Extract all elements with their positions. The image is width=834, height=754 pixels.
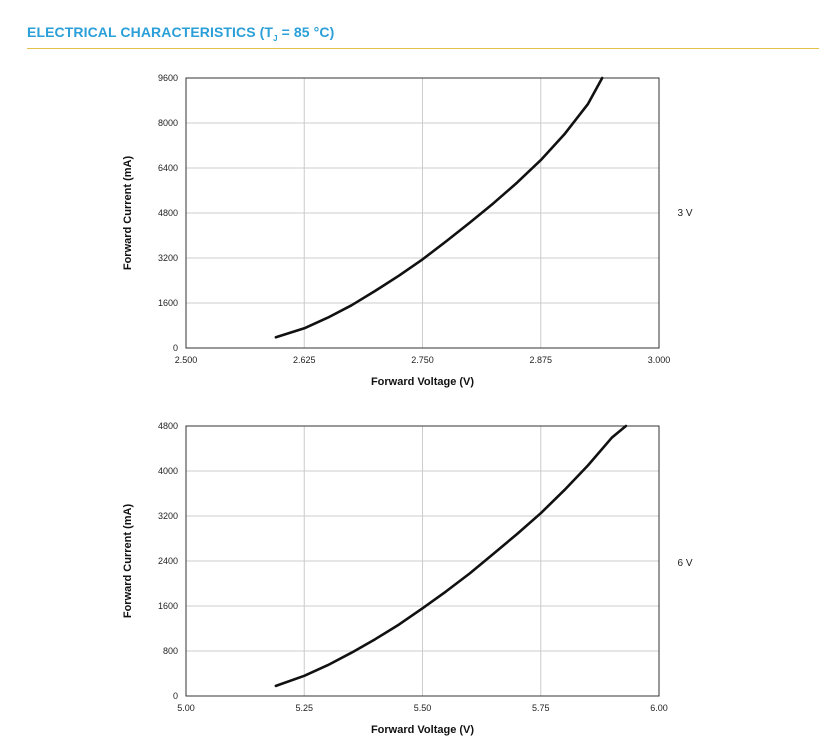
y-tick-label: 9600 — [158, 73, 178, 83]
y-axis-label: Forward Current (mA) — [122, 156, 134, 271]
y-tick-label: 3200 — [158, 253, 178, 263]
header-rule — [27, 48, 819, 49]
plot-frame — [185, 77, 660, 349]
plot-frame — [185, 425, 660, 697]
side-label: 3 V — [677, 208, 692, 219]
series-line — [274, 76, 604, 339]
x-tick-label: 2.500 — [175, 355, 198, 365]
section-title-suffix: = 85 °C) — [277, 24, 335, 40]
series-line — [274, 424, 628, 688]
y-tick-label: 4000 — [158, 466, 178, 476]
y-tick-label: 4800 — [158, 208, 178, 218]
y-tick-label: 0 — [173, 343, 178, 353]
y-tick-label: 800 — [163, 646, 178, 656]
y-tick-label: 2400 — [158, 556, 178, 566]
x-tick-label: 5.00 — [177, 703, 195, 713]
y-tick-label: 0 — [173, 691, 178, 701]
chart-3v: 2.500 2.625 2.750 2.875 3.000 0 1600 3200 4800 64… — [0, 62, 834, 402]
section-title-prefix: ELECTRICAL CHARACTERISTICS (T — [27, 24, 274, 40]
x-tick-label: 2.750 — [411, 355, 434, 365]
x-axis-label: Forward Voltage (V) — [371, 376, 474, 388]
side-label: 6 V — [677, 558, 692, 569]
chart-6v: 5.00 5.25 5.50 5.75 6.00 0 800 1600 2400 3200 4000… — [0, 410, 834, 750]
y-tick-label: 1600 — [158, 298, 178, 308]
y-tick-label: 1600 — [158, 601, 178, 611]
x-tick-label: 2.625 — [293, 355, 316, 365]
chart-3v-svg: 2.500 2.625 2.750 2.875 3.000 0 1600 3200 4800 64… — [122, 73, 693, 388]
x-axis-label: Forward Voltage (V) — [371, 724, 474, 736]
x-tick-label: 5.50 — [414, 703, 432, 713]
x-tick-label: 5.75 — [532, 703, 550, 713]
y-tick-label: 4800 — [158, 421, 178, 431]
chart-6v-svg: 5.00 5.25 5.50 5.75 6.00 0 800 1600 2400 3200 4000… — [122, 421, 693, 736]
x-tick-label: 6.00 — [650, 703, 668, 713]
x-tick-label: 5.25 — [295, 703, 313, 713]
section-title-subscript: J — [273, 33, 278, 43]
section-title: ELECTRICAL CHARACTERISTICS (TJ = 85 °C) — [27, 24, 334, 43]
y-tick-label: 6400 — [158, 163, 178, 173]
x-tick-label: 2.875 — [529, 355, 552, 365]
y-axis-label: Forward Current (mA) — [122, 504, 134, 619]
y-tick-label: 3200 — [158, 511, 178, 521]
y-tick-label: 8000 — [158, 118, 178, 128]
x-tick-label: 3.000 — [648, 355, 671, 365]
